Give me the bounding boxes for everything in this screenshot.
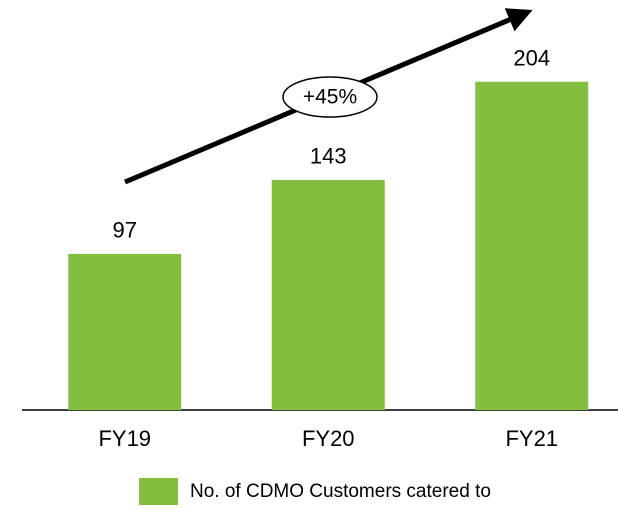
bar xyxy=(475,81,589,410)
annotation-ellipse xyxy=(282,76,378,118)
x-tick-label: FY21 xyxy=(505,426,558,451)
annotation: +45% xyxy=(303,86,357,109)
bar xyxy=(271,179,385,410)
bar xyxy=(68,253,182,410)
value-label: 143 xyxy=(310,144,347,169)
legend-label: No. of CDMO Customers catered to xyxy=(190,481,491,502)
value-label: 204 xyxy=(513,46,550,71)
x-tick-label: FY19 xyxy=(98,426,151,451)
legend-swatch xyxy=(139,478,178,505)
value-label: 97 xyxy=(113,218,137,243)
x-tick-label: FY20 xyxy=(302,426,355,451)
